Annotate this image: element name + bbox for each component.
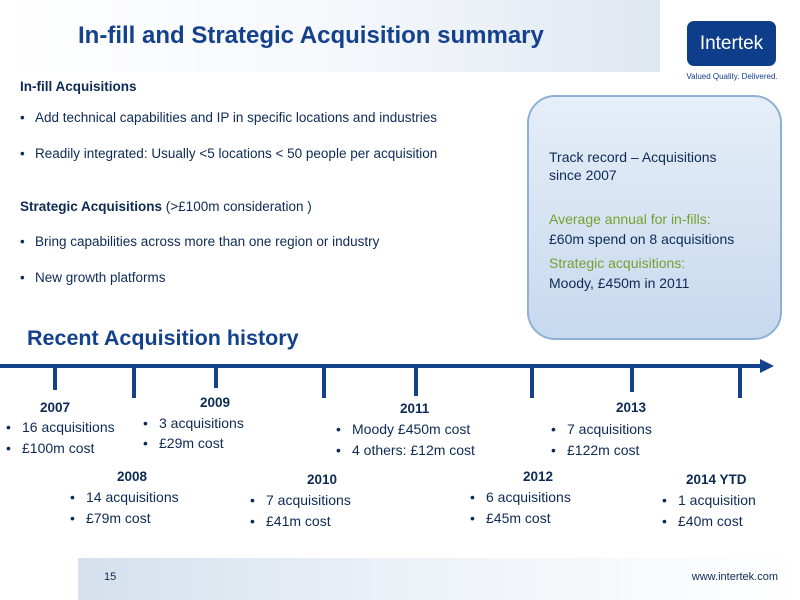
year-2007: 2007 <box>40 400 71 415</box>
history-title: Recent Acquisition history <box>27 326 299 350</box>
footer-url: www.intertek.com <box>691 571 778 583</box>
strategic-heading: Strategic Acquisitions (>£100m considera… <box>20 199 312 214</box>
infill-bullet-1: Add technical capabilities and IP in spe… <box>20 110 437 125</box>
tick-2012 <box>530 366 534 398</box>
strategic-value: Moody, £450m in 2011 <box>549 275 690 291</box>
strategic-heading-text: Strategic Acquisitions <box>20 199 163 214</box>
tick-2007 <box>53 366 57 390</box>
tick-2010 <box>322 366 326 398</box>
title-band <box>0 0 660 72</box>
tick-2009 <box>214 366 218 388</box>
year-2010: 2010 <box>307 472 338 487</box>
avg-label: Average annual for in-fills: <box>549 211 711 227</box>
timeline-arrow <box>760 359 774 373</box>
avg-value: £60m spend on 8 acquisitions <box>549 231 735 247</box>
footer-band <box>78 558 800 600</box>
strategic-bullet-2: New growth platforms <box>20 270 166 285</box>
year-2008-item-1: 14 acquisitions <box>70 489 179 505</box>
track-record-line2: since 2007 <box>549 167 617 183</box>
tick-2011 <box>414 366 418 396</box>
year-2008: 2008 <box>117 469 148 484</box>
year-2008-item-2: £79m cost <box>70 510 151 526</box>
tick-2008 <box>132 366 136 398</box>
year-2011: 2011 <box>400 401 430 416</box>
year-2013-item-1: 7 acquisitions <box>551 421 652 437</box>
strategic-label: Strategic acquisitions: <box>549 255 686 271</box>
year-2014-item-1: 1 acquisition <box>662 492 756 508</box>
infill-heading: In-fill Acquisitions <box>20 79 137 94</box>
slide-title: In-fill and Strategic Acquisition summar… <box>78 22 544 49</box>
year-2011-item-1: Moody £450m cost <box>336 421 470 437</box>
tick-2014 <box>738 366 742 398</box>
year-2012-item-1: 6 acquisitions <box>470 489 571 505</box>
infill-bullet-2: Readily integrated: Usually <5 locations… <box>20 146 437 161</box>
strategic-heading-suffix: (>£100m consideration ) <box>165 199 312 214</box>
year-2013-item-2: £122m cost <box>551 442 639 458</box>
year-2009: 2009 <box>200 395 231 410</box>
year-2012-item-2: £45m cost <box>470 510 551 526</box>
intertek-logo: Intertek <box>687 21 776 66</box>
year-2009-item-2: £29m cost <box>143 435 224 451</box>
year-2010-item-1: 7 acquisitions <box>250 492 351 508</box>
logo-tagline: Valued Quality. Delivered. <box>686 72 778 81</box>
year-2013: 2013 <box>616 400 647 415</box>
timeline-axis <box>0 359 774 398</box>
year-2009-item-1: 3 acquisitions <box>143 415 244 431</box>
track-record-box: Track record – Acquisitions since 2007 A… <box>527 95 782 340</box>
year-2011-item-2: 4 others: £12m cost <box>336 442 475 458</box>
infill-heading-text: In-fill Acquisitions <box>20 79 137 94</box>
year-2012: 2012 <box>523 469 554 484</box>
page-number: 15 <box>104 571 117 583</box>
year-2014-item-2: £40m cost <box>662 513 743 529</box>
year-2007-item-2: £100m cost <box>6 440 94 456</box>
year-2007-item-1: 16 acquisitions <box>6 419 115 435</box>
year-2014-ytd: 2014 YTD <box>686 472 747 487</box>
strategic-bullet-1: Bring capabilities across more than one … <box>20 234 379 249</box>
year-2010-item-2: £41m cost <box>250 513 331 529</box>
tick-2013 <box>630 366 634 392</box>
track-record-line1: Track record – Acquisitions <box>549 149 717 165</box>
